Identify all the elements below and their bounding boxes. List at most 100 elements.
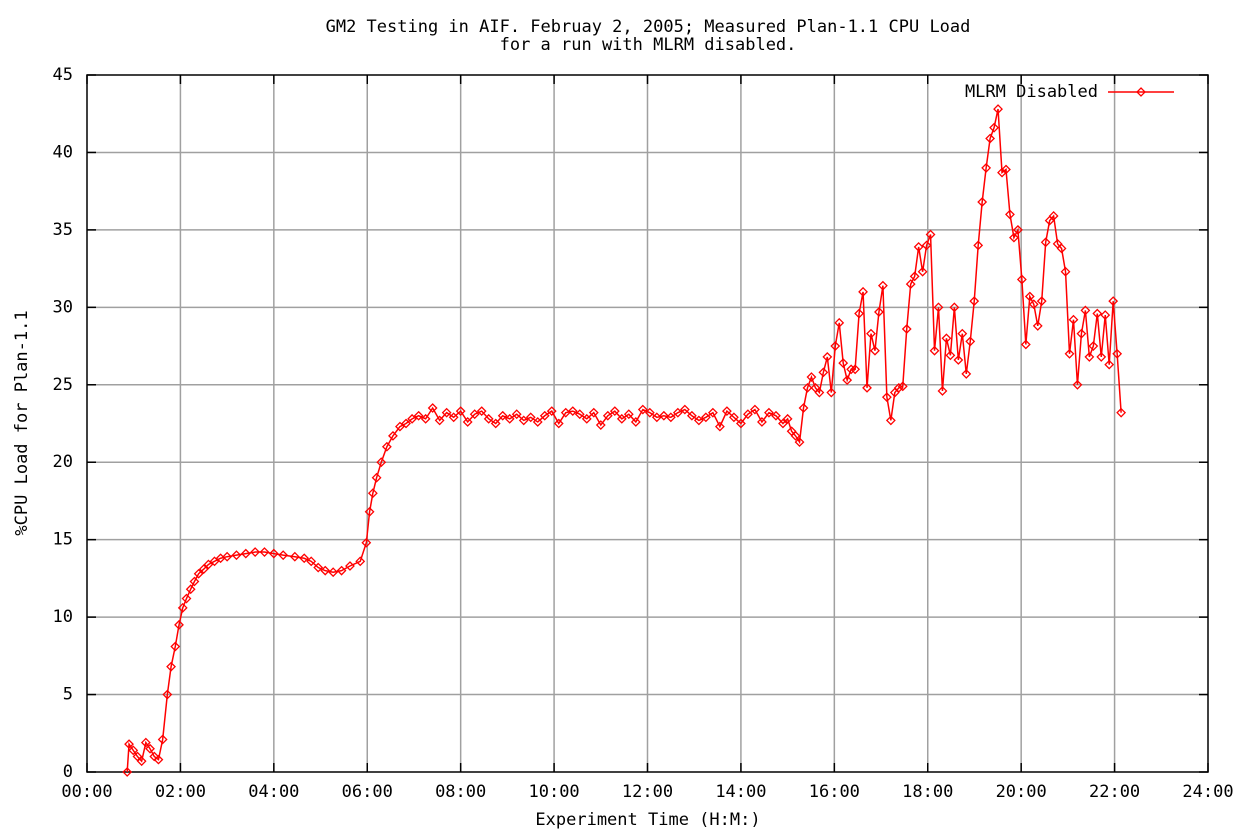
y-axis-label: %CPU Load for Plan-1.1 — [12, 310, 32, 535]
data-point — [623, 409, 634, 420]
data-point — [822, 351, 833, 362]
data-point — [909, 271, 920, 282]
data-point — [949, 302, 960, 313]
data-point — [185, 584, 196, 595]
data-point — [630, 417, 641, 427]
data-point — [802, 382, 813, 393]
data-point — [476, 406, 487, 417]
x-tick-label: 04:00 — [248, 782, 299, 802]
data-point — [644, 407, 655, 418]
data-point — [497, 410, 508, 421]
x-tick-label: 12:00 — [622, 782, 673, 802]
data-point — [250, 547, 261, 557]
y-tick-label: 25 — [53, 375, 73, 395]
data-point — [1028, 299, 1039, 310]
data-point — [313, 562, 324, 573]
data-point — [728, 412, 739, 423]
x-tick-label: 24:00 — [1182, 782, 1233, 802]
data-point — [977, 197, 988, 207]
x-tick-label: 00:00 — [61, 782, 112, 802]
data-point — [945, 350, 956, 361]
data-point — [567, 406, 578, 417]
data-point — [1076, 328, 1087, 339]
data-point — [693, 415, 704, 426]
data-point — [885, 415, 896, 426]
data-point — [1084, 351, 1095, 362]
data-point — [953, 355, 964, 365]
y-tick-label: 15 — [53, 530, 73, 550]
data-point — [1072, 379, 1083, 390]
data-point — [193, 568, 204, 579]
data-point — [1032, 321, 1043, 331]
data-point — [721, 406, 732, 417]
data-point — [1005, 209, 1015, 220]
data-point — [672, 407, 683, 418]
data-point — [231, 550, 242, 561]
x-tick-label: 18:00 — [902, 782, 953, 802]
data-point — [209, 556, 220, 567]
data-point — [969, 296, 980, 307]
data-point — [937, 386, 948, 396]
data-point — [637, 404, 648, 415]
data-point — [834, 317, 845, 328]
data-point — [764, 407, 774, 418]
data-point — [658, 410, 669, 421]
data-point — [993, 104, 1003, 114]
data-point — [371, 472, 382, 483]
data-point — [798, 403, 809, 413]
data-point — [1048, 211, 1059, 221]
data-point — [925, 229, 936, 240]
data-point — [511, 409, 522, 420]
data-point — [299, 553, 310, 564]
y-tick-label: 30 — [53, 297, 73, 317]
data-point — [136, 756, 147, 767]
data-point — [1016, 274, 1027, 285]
data-point — [790, 430, 801, 441]
data-point — [1056, 243, 1067, 254]
data-point — [128, 745, 139, 756]
chart-title: GM2 Testing in AIF. Februay 2, 2005; Mea… — [326, 17, 971, 37]
data-point — [1009, 232, 1019, 243]
data-point — [462, 417, 473, 427]
data-point — [1100, 310, 1111, 320]
data-point — [1012, 224, 1023, 235]
y-tick-label: 35 — [53, 220, 73, 240]
data-point — [826, 387, 837, 398]
data-point — [122, 767, 133, 777]
plot-frame — [86, 74, 1209, 773]
data-point — [1020, 339, 1031, 350]
data-point — [965, 336, 976, 347]
data-point — [1024, 291, 1035, 302]
data-point — [609, 406, 620, 417]
data-point — [933, 302, 944, 313]
data-point — [376, 457, 387, 468]
data-point — [546, 406, 557, 417]
data-point — [361, 537, 372, 548]
data-point — [1104, 359, 1115, 370]
data-point — [153, 754, 164, 765]
data-point — [905, 279, 916, 290]
data-point — [157, 734, 168, 745]
data-point — [714, 421, 725, 432]
data-point — [707, 407, 718, 418]
data-point — [595, 420, 606, 430]
data-point — [328, 567, 339, 578]
data-point — [448, 412, 459, 423]
data-point — [1060, 266, 1071, 277]
x-axis-label: Experiment Time (H:M:) — [535, 810, 760, 830]
data-point — [941, 333, 952, 344]
data-point — [441, 407, 452, 418]
data-point — [401, 418, 411, 429]
legend-label: MLRM Disabled — [965, 82, 1098, 102]
data-point — [881, 392, 892, 403]
data-point — [177, 602, 188, 613]
data-point — [381, 441, 392, 452]
data-point — [854, 308, 865, 319]
data-point — [1088, 341, 1099, 351]
data-point — [413, 410, 424, 421]
data-point — [778, 418, 788, 429]
legend-marker — [1136, 87, 1146, 97]
data-point — [407, 413, 418, 424]
data-point — [862, 382, 872, 393]
data-point — [145, 743, 155, 754]
